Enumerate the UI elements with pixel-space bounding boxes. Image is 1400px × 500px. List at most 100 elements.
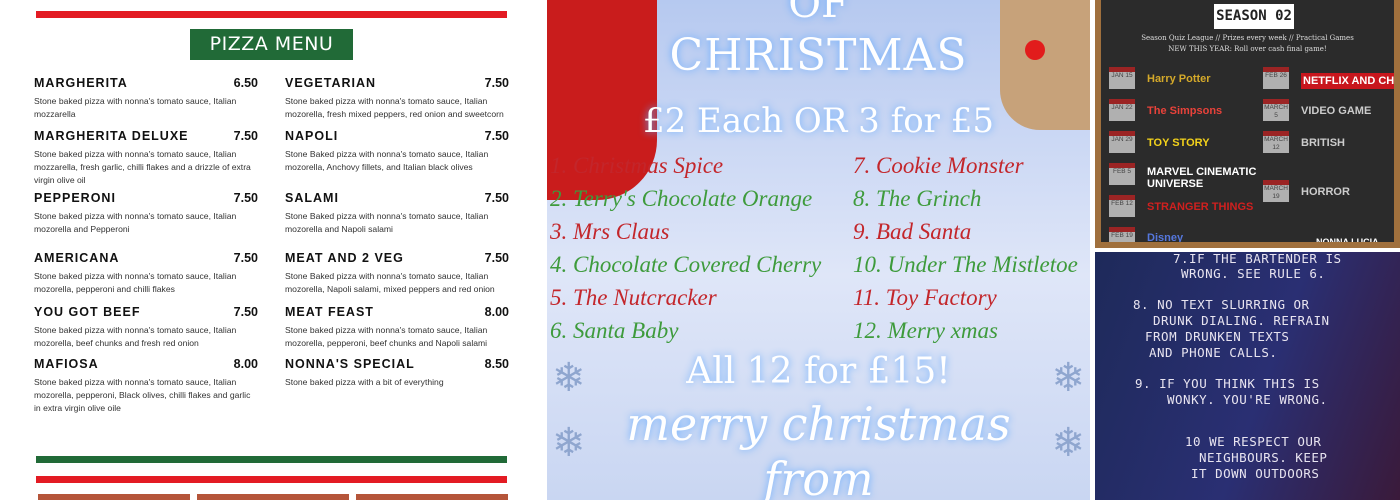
item-price: 7.50 [233, 191, 258, 205]
item-price: 7.50 [484, 191, 509, 205]
pizza-photo [356, 494, 508, 500]
christmas-list-item: 12. Merry xmas [853, 318, 998, 343]
menu-item: MEAT AND 2 VEG 7.50 Stone Baked pizza with… [285, 251, 509, 296]
rule-line: 8. NO TEXT SLURRING OR [1133, 297, 1310, 312]
item-price: 8.00 [484, 305, 509, 319]
menu-item: AMERICANA 7.50 Stone baked pizza with nonn… [34, 251, 258, 296]
item-description: Stone baked pizza with nonna's tomato sa… [34, 271, 237, 294]
item-name: NONNA'S SPECIAL [285, 357, 415, 371]
christmas-list-item: 2. Terry's Chocolate Orange [550, 186, 813, 211]
item-name: NAPOLI [285, 129, 339, 143]
pizza-menu-panel: PIZZA MENU MARGHERITA 6.50 Stone baked piz… [0, 0, 547, 500]
item-description: Stone baked pizza with nonna's tomato sa… [285, 96, 504, 119]
greeting-text: merry christmas [626, 397, 1011, 451]
item-price: 7.50 [484, 76, 509, 90]
christmas-list-item: 3. Mrs Claus [550, 219, 670, 244]
red-stripe [36, 11, 507, 18]
date-badge: FEB 19 [1109, 227, 1135, 242]
item-name: MEAT AND 2 VEG [285, 251, 404, 265]
item-description: Stone baked pizza with nonna's tomato sa… [34, 325, 237, 348]
christmas-poster-panel: OF CHRISTMAS £2 Each OR 3 for £5 1. Chri… [547, 0, 1090, 500]
date-badge: FEB 26 [1263, 67, 1289, 89]
reindeer-illustration [1000, 0, 1090, 130]
show-name: MARVEL CINEMATIC UNIVERSE [1147, 166, 1257, 190]
date-badge: MARCH 19 [1263, 180, 1289, 202]
item-price: 8.00 [233, 357, 258, 371]
show-name: VIDEO GAME [1301, 105, 1372, 117]
snowflake-icon: ❄ [1051, 356, 1085, 400]
reindeer-nose [1025, 40, 1045, 60]
pizza-menu-title: PIZZA MENU [190, 29, 353, 60]
christmas-list-item: 6. Santa Baby [550, 318, 679, 343]
pizza-photo [197, 494, 349, 500]
rule-line: 10 WE RESPECT OUR [1185, 434, 1322, 449]
item-description: Stone baked pizza with a bit of everythi… [285, 377, 444, 387]
season-title: SEASON 02 [1214, 4, 1294, 29]
snowflake-icon: ❄ [552, 421, 586, 465]
show-name: The Simpsons [1147, 105, 1223, 117]
date-badge: FEB 5 [1109, 163, 1135, 185]
item-name: YOU GOT BEEF [34, 305, 141, 319]
green-stripe [36, 456, 507, 463]
christmas-list-item: 1. Christmas Spice [550, 153, 724, 178]
menu-item: MAFIOSA 8.00 Stone baked pizza with nonna'… [34, 357, 258, 414]
offer-text: £2 Each OR 3 for £5 [642, 101, 994, 141]
santa-illustration [547, 0, 657, 200]
rule-line: IT DOWN OUTDOORS [1191, 466, 1320, 481]
deal-text: All 12 for £15! [686, 351, 951, 392]
item-description: Stone Baked pizza with nonna's tomato sa… [285, 211, 489, 234]
item-name: MARGHERITA DELUXE [34, 129, 189, 143]
rule-line: AND PHONE CALLS. [1149, 345, 1278, 360]
item-price: 6.50 [233, 76, 258, 90]
item-price: 7.50 [484, 251, 509, 265]
item-price: 7.50 [233, 129, 258, 143]
date-badge: MARCH 12 [1263, 131, 1289, 153]
from-text: from [763, 452, 874, 500]
menu-item: NAPOLI 7.50 Stone Baked pizza with nonna's… [285, 129, 509, 174]
item-price: 7.50 [484, 129, 509, 143]
menu-item: MARGHERITA 6.50 Stone baked pizza with non… [34, 76, 258, 121]
item-name: PEPPERONI [34, 191, 116, 205]
menu-item: NONNA'S SPECIAL 8.50 Stone baked pizza wit… [285, 357, 509, 389]
christmas-list-item: 4. Chocolate Covered Cherry [550, 252, 822, 277]
item-description: Stone baked pizza with nonna's tomato sa… [34, 96, 237, 119]
rule-line: DRUNK DIALING. REFRAIN [1153, 313, 1330, 328]
show-name: HORROR [1301, 186, 1350, 198]
christmas-list-item: 7. Cookie Monster [853, 153, 1024, 178]
item-description: Stone Baked pizza with nonna's tomato sa… [285, 149, 489, 172]
item-name: MARGHERITA [34, 76, 128, 90]
item-name: SALAMI [285, 191, 339, 205]
menu-item: MEAT FEAST 8.00 Stone baked pizza with non… [285, 305, 509, 350]
christmas-list-item: 8. The Grinch [853, 186, 982, 211]
date-badge: JAN 29 [1109, 131, 1135, 153]
snowflake-icon: ❄ [552, 356, 586, 400]
menu-item: MARGHERITA DELUXE 7.50 Stone baked pizza w… [34, 129, 258, 186]
rule-line: WRONG. SEE RULE 6. [1181, 266, 1326, 281]
christmas-list-item: 5. The Nutcracker [550, 285, 717, 310]
show-name: STRANGER THINGS [1147, 201, 1254, 213]
quiz-league-poster: SEASON 02 Season Quiz League // Prizes e… [1095, 0, 1400, 248]
show-name: TOY STORY [1147, 137, 1210, 149]
item-description: Stone baked pizza with nonna's tomato sa… [34, 149, 251, 185]
menu-item: YOU GOT BEEF 7.50 Stone baked pizza with n… [34, 305, 258, 350]
date-badge: MARCH 5 [1263, 99, 1289, 121]
rule-line: FROM DRUNKEN TEXTS [1145, 329, 1290, 344]
christmas-list-item: 11. Toy Factory [853, 285, 997, 310]
pizza-photo [38, 494, 190, 500]
rule-line: 9. IF YOU THINK THIS IS [1135, 376, 1320, 391]
heading-of: OF [788, 0, 849, 27]
red-stripe [36, 476, 507, 483]
menu-item: VEGETARIAN 7.50 Stone baked pizza with non… [285, 76, 509, 121]
item-price: 7.50 [233, 251, 258, 265]
snowflake-icon: ❄ [1051, 421, 1085, 465]
quiz-subtitle: Season Quiz League // Prizes every week … [1141, 34, 1354, 42]
item-price: 8.50 [484, 357, 509, 371]
item-description: Stone baked pizza with nonna's tomato sa… [285, 325, 488, 348]
item-name: AMERICANA [34, 251, 120, 265]
item-price: 7.50 [233, 305, 258, 319]
show-name: BRITISH [1301, 137, 1345, 149]
rule-line: NEIGHBOURS. KEEP [1199, 450, 1328, 465]
show-name: Disney [1147, 232, 1184, 244]
item-description: Stone baked pizza with nonna's tomato sa… [34, 211, 237, 234]
rule-line: 7.IF THE BARTENDER IS [1173, 252, 1342, 266]
